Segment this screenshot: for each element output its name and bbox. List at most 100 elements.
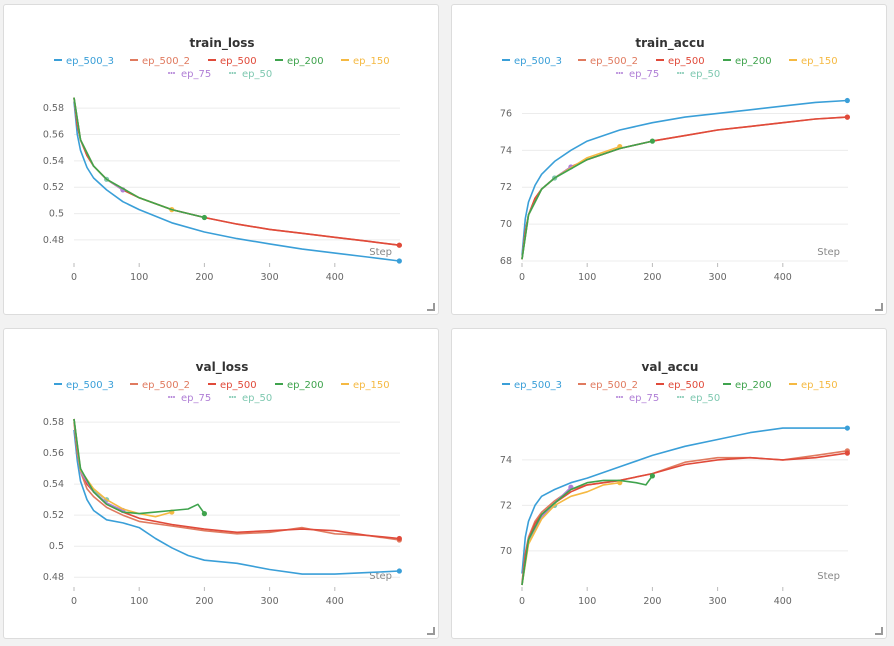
y-tick-label: 70	[500, 546, 512, 557]
x-axis-label: Step	[369, 571, 392, 582]
series-endpoint-ep_500_3	[844, 425, 850, 431]
series-line-ep_150	[521, 145, 621, 260]
legend-item: ep_75	[168, 393, 211, 404]
series-endpoint-ep_500	[844, 450, 850, 456]
y-tick-label: 68	[500, 256, 512, 267]
legend-label: ep_75	[181, 69, 211, 80]
y-tick-label: 74	[500, 145, 512, 156]
series-endpoint-ep_500	[396, 535, 402, 542]
legend-item: ep_500_3	[54, 380, 114, 391]
series-endpoint-ep_200	[201, 214, 207, 221]
series-line-ep_200	[521, 475, 654, 586]
legend-marker	[616, 72, 618, 74]
legend-item: ep_50	[677, 69, 720, 80]
series-endpoint-ep_200	[649, 138, 655, 144]
x-tick-label: 400	[326, 272, 344, 283]
legend-item: ep_200	[723, 380, 772, 391]
series-line-ep_500	[73, 418, 400, 540]
series-line-ep_500	[73, 97, 400, 246]
series-line-ep_500_2	[521, 450, 848, 583]
legend-item: ep_500	[208, 56, 257, 67]
x-tick-label: 300	[261, 272, 279, 283]
chart-title: train_accu	[635, 36, 704, 51]
series-line-ep_150	[521, 481, 620, 586]
x-axis-label: Step	[817, 247, 840, 258]
x-tick-label: 100	[130, 596, 148, 607]
legend-label: ep_50	[242, 69, 272, 80]
chart-title: val_loss	[196, 360, 249, 375]
x-tick-label: 300	[261, 596, 279, 607]
legend-item: ep_150	[789, 56, 838, 67]
chart-panel-val-loss: val_loss ep_500_3 ep_500_2 ep_500 ep_200 ep_1…	[3, 328, 439, 639]
legend-item: ep_50	[677, 393, 720, 404]
legend-marker	[234, 396, 236, 398]
series-line-ep_500	[521, 452, 848, 586]
legend-item: ep_200	[723, 56, 772, 67]
resize-handle[interactable]	[427, 303, 435, 311]
legend-label: ep_200	[735, 56, 772, 67]
legend-item: ep_200	[275, 56, 324, 67]
legend-item: ep_150	[341, 380, 390, 391]
legend-label: ep_75	[629, 69, 659, 80]
series-line-ep_500	[521, 116, 848, 260]
series-line-ep_50	[521, 177, 556, 260]
y-tick-label: 74	[500, 455, 512, 466]
y-tick-label: 0.58	[43, 417, 64, 428]
series-line-ep_200	[73, 97, 205, 219]
legend-marker	[229, 396, 231, 398]
legend-marker	[682, 72, 684, 74]
legend-marker	[677, 396, 679, 398]
legend-marker	[173, 396, 175, 398]
legend-marker	[621, 72, 623, 74]
legend-marker	[168, 72, 170, 74]
legend-label: ep_500	[220, 56, 257, 67]
series-line-ep_500_2	[73, 97, 400, 246]
resize-handle[interactable]	[427, 627, 435, 635]
series-endpoint-ep_500_3	[396, 568, 402, 574]
x-tick-label: 300	[709, 596, 727, 607]
legend-label: ep_500_3	[66, 380, 114, 391]
legend-item: ep_75	[616, 393, 659, 404]
y-tick-label: 76	[500, 108, 512, 119]
legend-item: ep_75	[616, 69, 659, 80]
series-line-ep_150	[73, 97, 173, 211]
legend-label: ep_500_2	[142, 380, 190, 391]
legend-label: ep_500_2	[590, 56, 638, 67]
chart-panel-train-loss: train_loss ep_500_3 ep_500_2 ep_500 ep_200 ep…	[3, 4, 439, 315]
legend-label: ep_50	[690, 393, 720, 404]
series-endpoint-ep_500	[396, 242, 402, 248]
series-endpoint-ep_500	[844, 114, 850, 120]
legend-marker	[682, 396, 684, 398]
y-tick-label: 0.5	[49, 209, 64, 220]
legend-item: ep_500_3	[502, 56, 562, 67]
x-tick-label: 400	[326, 596, 344, 607]
legend-label: ep_200	[287, 56, 324, 67]
legend-item: ep_75	[168, 69, 211, 80]
legend-label: ep_500	[220, 380, 257, 391]
legend-label: ep_500_2	[142, 56, 190, 67]
legend-label: ep_75	[181, 393, 211, 404]
legend-item: ep_150	[341, 56, 390, 67]
series-endpoint-ep_500_3	[844, 97, 850, 104]
series-line-ep_500_2	[521, 116, 848, 260]
legend-marker	[168, 396, 170, 398]
x-tick-label: 200	[195, 272, 213, 283]
legend-label: ep_200	[735, 380, 772, 391]
legend-label: ep_500	[668, 380, 705, 391]
series-line-ep_500_3	[73, 101, 400, 262]
legend-item: ep_50	[229, 393, 272, 404]
legend-marker	[234, 72, 236, 74]
y-tick-label: 0.48	[43, 572, 64, 583]
legend-label: ep_150	[801, 56, 838, 67]
resize-handle[interactable]	[875, 627, 883, 635]
series-endpoint-ep_200	[201, 511, 207, 517]
series-line-ep_500_3	[521, 99, 848, 256]
legend-marker	[229, 72, 231, 74]
legend-label: ep_150	[353, 380, 390, 391]
y-tick-label: 0.52	[43, 510, 64, 521]
legend-label: ep_200	[287, 380, 324, 391]
resize-handle[interactable]	[875, 303, 883, 311]
legend-marker	[616, 396, 618, 398]
series-endpoint-ep_200	[649, 473, 655, 479]
